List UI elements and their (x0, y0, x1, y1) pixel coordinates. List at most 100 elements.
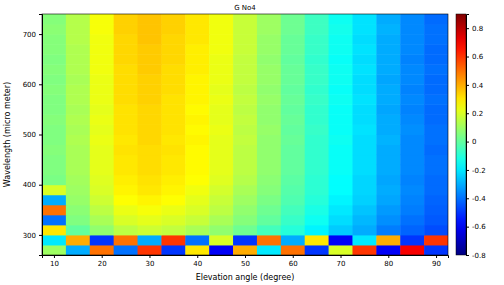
cell (161, 114, 185, 125)
x-axis: 102030405060708090 (43, 255, 449, 268)
tick-mark (54, 255, 55, 258)
cell (185, 225, 209, 236)
tick: 700 (23, 31, 42, 39)
tick-label: 700 (23, 31, 36, 39)
cell (66, 165, 90, 176)
cell (209, 205, 233, 216)
cell (209, 34, 233, 45)
axis-line (39, 15, 43, 256)
cell (233, 185, 257, 196)
cell (138, 34, 162, 45)
cell (161, 74, 185, 85)
cell (66, 235, 90, 246)
cell (185, 94, 209, 105)
cell (66, 245, 90, 255)
tick-label: 70 (337, 260, 346, 268)
cell (305, 34, 329, 45)
cell (161, 54, 185, 65)
cell (376, 225, 400, 236)
cell (233, 74, 257, 85)
cell (114, 185, 138, 196)
cell (305, 24, 329, 35)
cell (209, 84, 233, 95)
cell (90, 135, 114, 146)
cell (257, 34, 281, 45)
cell (42, 245, 66, 255)
cell (424, 145, 448, 156)
cell (90, 175, 114, 186)
cell (329, 54, 353, 65)
cell (352, 94, 376, 105)
tick: 50 (241, 255, 250, 268)
cell (114, 235, 138, 246)
cell (400, 185, 424, 196)
cell (329, 205, 353, 216)
cell (66, 175, 90, 186)
cell (424, 94, 448, 105)
cell (376, 104, 400, 115)
cell (424, 175, 448, 186)
tick-mark (466, 142, 469, 143)
tick-mark (436, 255, 437, 258)
cell (114, 74, 138, 85)
cell (400, 155, 424, 166)
cell (281, 235, 305, 246)
cell (185, 64, 209, 75)
cell (209, 185, 233, 196)
cell (400, 94, 424, 105)
cell (209, 165, 233, 176)
tick-mark (39, 84, 42, 85)
cell (352, 185, 376, 196)
cell (424, 74, 448, 85)
cell (329, 74, 353, 85)
cell (257, 225, 281, 236)
cell (161, 14, 185, 25)
cell (161, 195, 185, 206)
cell (114, 135, 138, 146)
cell (233, 135, 257, 146)
cell (42, 225, 66, 236)
cell (376, 245, 400, 255)
cell (42, 215, 66, 226)
cell (329, 175, 353, 186)
cell (400, 34, 424, 45)
tick-label: -0.8 (472, 252, 486, 260)
cell (161, 84, 185, 95)
cell (305, 245, 329, 255)
cell (400, 114, 424, 125)
tick: 0.8 (466, 25, 483, 33)
cell (161, 205, 185, 216)
tick-mark (466, 255, 469, 256)
tick-label: 10 (50, 260, 59, 268)
cell (257, 44, 281, 55)
cell (42, 84, 66, 95)
cell (400, 135, 424, 146)
cell (305, 54, 329, 65)
cell (352, 235, 376, 246)
cell (138, 114, 162, 125)
cell (90, 124, 114, 135)
cell (161, 165, 185, 176)
cell (352, 54, 376, 65)
cell (376, 185, 400, 196)
cell (161, 104, 185, 115)
tick-label: 600 (23, 81, 36, 89)
cell (114, 175, 138, 186)
cell (400, 24, 424, 35)
cell (42, 124, 66, 135)
cell (114, 14, 138, 25)
cell (66, 34, 90, 45)
cell (281, 114, 305, 125)
tick: 0.6 (466, 53, 484, 61)
cell (114, 215, 138, 226)
cell (161, 44, 185, 55)
cell (138, 104, 162, 115)
cell (209, 175, 233, 186)
tick-mark (197, 255, 198, 258)
cell (185, 34, 209, 45)
cell (376, 44, 400, 55)
cell (257, 54, 281, 65)
cell (185, 44, 209, 55)
tick: 30 (146, 255, 155, 268)
cell (352, 64, 376, 75)
